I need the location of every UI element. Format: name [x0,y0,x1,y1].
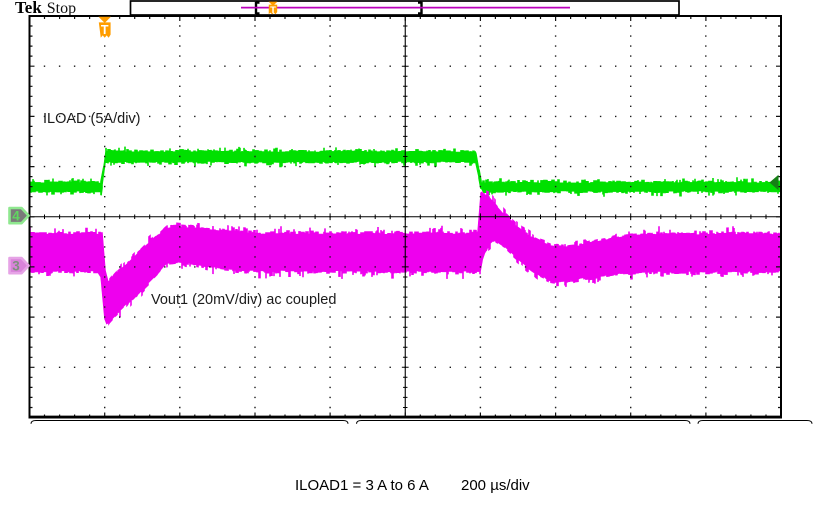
readout-boxes [30,419,813,424]
readout-box-2 [355,419,691,424]
record-trigger-flag-icon [268,4,278,15]
caption: ILOAD1 = 3 A to 6 A 200 µs/div [0,478,824,498]
readout-box-3 [697,419,813,424]
acquisition-status: Stop [46,0,77,17]
record-trigger-arrow-icon [268,1,278,6]
trigger-position-flag-icon [98,22,111,38]
scope-header: Tek Stop [15,0,77,17]
trigger-level-arrow-icon [769,174,779,191]
center-axis-ticks [44,25,767,408]
trace-iload [29,146,782,197]
trigger-position-arrow-icon [98,16,111,23]
caption-load-step: ILOAD1 = 3 A to 6 A [295,477,429,494]
channel-3-marker-label: 3 [12,258,20,273]
graticule-border [28,15,782,419]
trigger-position-t-label: T [101,23,109,37]
graticule-grid [28,15,782,419]
readout-box-1 [30,419,349,424]
record-view-bar: T [129,0,680,16]
label-iload: ILOAD (5A/div) [43,111,141,127]
scope-markers: T 4 3 [8,16,779,275]
label-vout: Vout1 (20mV/div) ac coupled [151,292,337,308]
edge-ticks [29,16,781,418]
channel-4-marker-icon [8,206,30,225]
tek-logo: Tek [15,0,42,17]
channel-3-marker-icon [8,256,30,275]
channel-4-marker-label: 4 [12,208,20,223]
caption-timebase: 200 µs/div [461,477,530,494]
record-trigger-t-label: T [270,5,276,16]
